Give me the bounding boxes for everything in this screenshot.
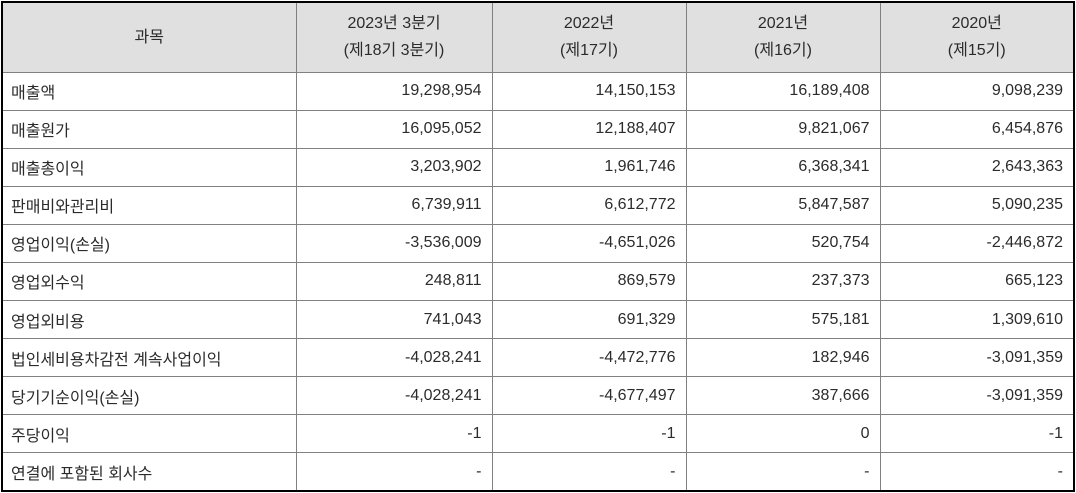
cell-sga-2021: 5,847,587 <box>685 185 881 225</box>
cell-cost-of-sales-2020: 6,454,876 <box>879 109 1075 149</box>
table-row-pretax-income: 법인세비용차감전 계속사업이익 -4,028,241 -4,472,776 18… <box>1 338 1075 378</box>
table-row-non-operating-income: 영업외수익 248,811 869,579 237,373 665,123 <box>1 261 1075 301</box>
cell-non-operating-income-2023q3: 248,811 <box>295 261 493 301</box>
header-col-2020: 2020년 (제15기) <box>879 1 1075 73</box>
table-row-sga: 판매비와관리비 6,739,911 6,612,772 5,847,587 5,… <box>1 185 1075 225</box>
cell-gross-profit-2021: 6,368,341 <box>685 147 881 187</box>
cell-non-operating-expenses-2020: 1,309,610 <box>879 299 1075 340</box>
cell-gross-profit-2022: 1,961,746 <box>491 147 687 187</box>
cell-cost-of-sales-2021: 9,821,067 <box>685 109 881 149</box>
cell-net-income-2023q3: -4,028,241 <box>295 376 493 416</box>
cell-operating-income-2020: -2,446,872 <box>879 223 1075 263</box>
row-label-consolidated-companies: 연결에 포함된 회사수 <box>1 452 297 492</box>
cell-gross-profit-2020: 2,643,363 <box>879 147 1075 187</box>
cell-net-income-2022: -4,677,497 <box>491 376 687 416</box>
header-col-2021-period: (제16기) <box>754 42 812 60</box>
header-item-label: 과목 <box>134 28 164 46</box>
cell-non-operating-income-2022: 869,579 <box>491 261 687 301</box>
row-label-pretax-income: 법인세비용차감전 계속사업이익 <box>1 338 297 378</box>
cell-pretax-income-2023q3: -4,028,241 <box>295 338 493 378</box>
header-item-column: 과목 <box>1 1 297 73</box>
cell-cost-of-sales-2023q3: 16,095,052 <box>295 109 493 149</box>
cell-consolidated-companies-2022: - <box>491 452 687 492</box>
table-row-non-operating-expenses: 영업외비용 741,043 691,329 575,181 1,309,610 <box>1 299 1075 340</box>
cell-pretax-income-2022: -4,472,776 <box>491 338 687 378</box>
cell-eps-2021: 0 <box>685 414 881 454</box>
header-col-2023q3-period: (제18기 3분기) <box>343 42 445 60</box>
cell-revenue-2021: 16,189,408 <box>685 71 881 111</box>
cell-cost-of-sales-2022: 12,188,407 <box>491 109 687 149</box>
cell-operating-income-2021: 520,754 <box>685 223 881 263</box>
header-col-2023q3: 2023년 3분기 (제18기 3분기) <box>295 1 493 73</box>
table-row-revenue: 매출액 19,298,954 14,150,153 16,189,408 9,0… <box>1 71 1075 111</box>
row-label-revenue: 매출액 <box>1 71 297 111</box>
table-row-cost-of-sales: 매출원가 16,095,052 12,188,407 9,821,067 6,4… <box>1 109 1075 149</box>
cell-sga-2022: 6,612,772 <box>491 185 687 225</box>
header-col-2023q3-year: 2023년 3분기 <box>347 15 441 33</box>
table-row-gross-profit: 매출총이익 3,203,902 1,961,746 6,368,341 2,64… <box>1 147 1075 187</box>
cell-revenue-2020: 9,098,239 <box>879 71 1075 111</box>
cell-net-income-2021: 387,666 <box>685 376 881 416</box>
table-row-net-income: 당기기순이익(손실) -4,028,241 -4,677,497 387,666… <box>1 376 1075 416</box>
cell-consolidated-companies-2020: - <box>879 452 1075 492</box>
table-row-consolidated-companies: 연결에 포함된 회사수 - - - - <box>1 452 1075 492</box>
cell-revenue-2022: 14,150,153 <box>491 71 687 111</box>
cell-sga-2020: 5,090,235 <box>879 185 1075 225</box>
row-label-sga: 판매비와관리비 <box>1 185 297 225</box>
row-label-operating-income: 영업이익(손실) <box>1 223 297 263</box>
header-col-2021-year: 2021년 <box>757 15 809 33</box>
cell-non-operating-expenses-2022: 691,329 <box>491 299 687 340</box>
row-label-gross-profit: 매출총이익 <box>1 147 297 187</box>
cell-non-operating-expenses-2023q3: 741,043 <box>295 299 493 340</box>
cell-eps-2020: -1 <box>879 414 1075 454</box>
cell-pretax-income-2021: 182,946 <box>685 338 881 378</box>
row-label-non-operating-expenses: 영업외비용 <box>1 299 297 340</box>
cell-revenue-2023q3: 19,298,954 <box>295 71 493 111</box>
header-col-2022-year: 2022년 <box>563 15 615 33</box>
header-col-2021: 2021년 (제16기) <box>685 1 881 73</box>
row-label-non-operating-income: 영업외수익 <box>1 261 297 301</box>
cell-non-operating-income-2020: 665,123 <box>879 261 1075 301</box>
cell-consolidated-companies-2021: - <box>685 452 881 492</box>
cell-operating-income-2022: -4,651,026 <box>491 223 687 263</box>
header-col-2020-year: 2020년 <box>951 15 1002 33</box>
cell-net-income-2020: -3,091,359 <box>879 376 1075 416</box>
table-row-eps: 주당이익 -1 -1 0 -1 <box>1 414 1075 454</box>
header-col-2022: 2022년 (제17기) <box>491 1 687 73</box>
cell-non-operating-income-2021: 237,373 <box>685 261 881 301</box>
cell-non-operating-expenses-2021: 575,181 <box>685 299 881 340</box>
cell-gross-profit-2023q3: 3,203,902 <box>295 147 493 187</box>
cell-pretax-income-2020: -3,091,359 <box>879 338 1075 378</box>
cell-sga-2023q3: 6,739,911 <box>295 185 493 225</box>
row-label-eps: 주당이익 <box>1 414 297 454</box>
table-row-operating-income: 영업이익(손실) -3,536,009 -4,651,026 520,754 -… <box>1 223 1075 263</box>
table-header-row: 과목 2023년 3분기 (제18기 3분기) 2022년 (제17기) 202… <box>1 1 1075 73</box>
cell-consolidated-companies-2023q3: - <box>295 452 493 492</box>
row-label-cost-of-sales: 매출원가 <box>1 109 297 149</box>
cell-operating-income-2023q3: -3,536,009 <box>295 223 493 263</box>
cell-eps-2022: -1 <box>491 414 687 454</box>
row-label-net-income: 당기기순이익(손실) <box>1 376 297 416</box>
header-col-2022-period: (제17기) <box>560 42 618 60</box>
header-col-2020-period: (제15기) <box>947 42 1006 60</box>
cell-eps-2023q3: -1 <box>295 414 493 454</box>
